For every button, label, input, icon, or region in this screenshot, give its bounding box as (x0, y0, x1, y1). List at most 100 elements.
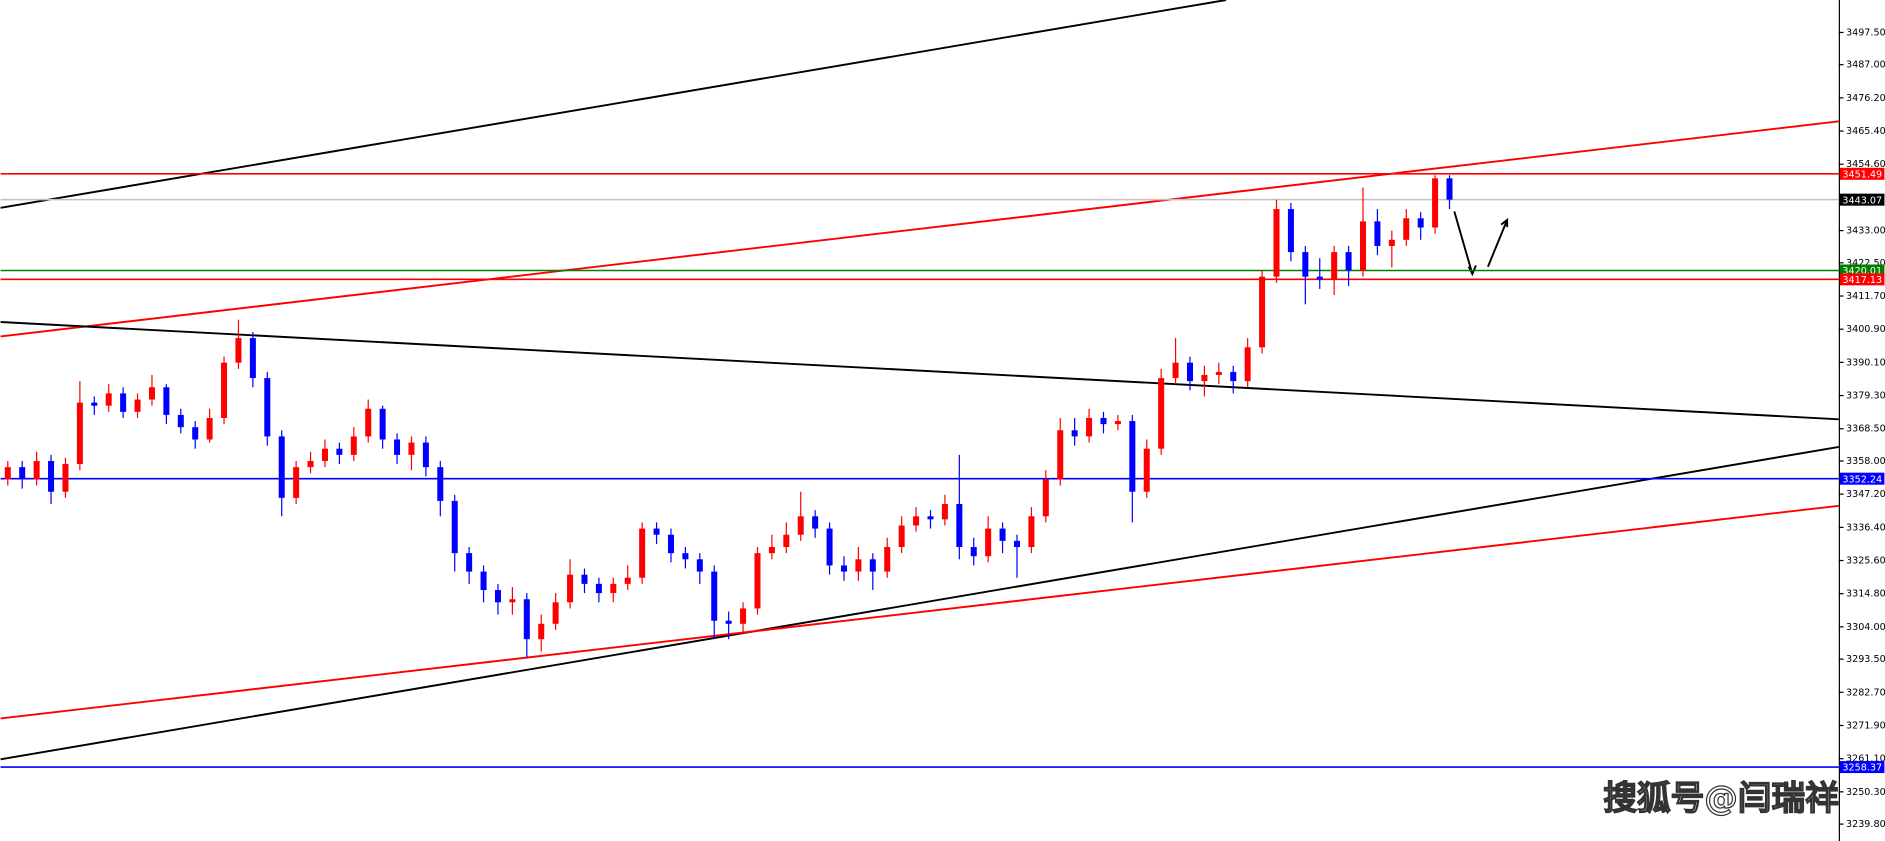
y-tick-label: 3314.80 (1846, 589, 1885, 600)
watermark: 搜狐号@闫瑞祥 (1603, 779, 1838, 818)
candle-body (148, 387, 155, 400)
candle-body (264, 378, 271, 437)
candle-body (970, 547, 977, 557)
candle-body (1086, 417, 1093, 437)
level-label: 3352.24 (1842, 474, 1882, 485)
candle-body (667, 534, 674, 554)
y-tick-label: 3497.50 (1846, 27, 1885, 38)
candle-body (1028, 516, 1035, 548)
y-tick-label: 3454.60 (1846, 159, 1885, 170)
candle-body (437, 467, 444, 501)
candle-body (336, 448, 343, 455)
candle-body (1186, 362, 1193, 382)
trendline (0, 445, 1839, 761)
trendlines (0, 0, 1839, 761)
candle-body (1374, 221, 1381, 246)
y-tick-label: 3379.30 (1846, 391, 1885, 402)
candle-body (365, 408, 372, 437)
y-tick-label: 3433.00 (1846, 226, 1885, 237)
candle-body (812, 516, 819, 529)
level-label-box (1839, 472, 1885, 485)
candle-body (307, 460, 314, 468)
candle-body (278, 436, 285, 498)
candle-body (581, 574, 588, 584)
arrow (1453, 211, 1474, 275)
level-label: 3417.13 (1842, 275, 1882, 286)
candle-body (134, 399, 141, 412)
y-tick-label: 3347.20 (1846, 489, 1885, 500)
candle-body (1100, 417, 1107, 425)
y-tick-label: 3304.00 (1846, 622, 1885, 633)
candle-body (163, 387, 170, 415)
y-tick-label: 3239.80 (1846, 819, 1885, 830)
y-tick-label: 3261.10 (1846, 754, 1885, 765)
y-tick-label: 3487.00 (1846, 60, 1885, 71)
candle-body (321, 448, 328, 461)
candle-body (1230, 371, 1237, 382)
candle-body (696, 559, 703, 572)
candle-body (1071, 430, 1078, 437)
candle-body (797, 516, 804, 535)
candle-body (408, 442, 415, 455)
arrow-head (1467, 265, 1477, 277)
candle-body (62, 464, 69, 492)
arrow (1487, 219, 1509, 268)
candle-body (595, 583, 602, 594)
candle-body (653, 528, 660, 535)
candle-body (711, 571, 718, 621)
candle-body (999, 528, 1006, 541)
candle-body (855, 559, 862, 572)
candle-body (985, 528, 992, 557)
candle-body (1403, 218, 1410, 240)
candle-body (754, 553, 761, 609)
candle-body (538, 623, 545, 640)
candle-body (1201, 374, 1208, 382)
candle-body (422, 442, 429, 468)
level-label: 3420.01 (1842, 266, 1882, 277)
y-tick-label: 3422.50 (1846, 258, 1885, 269)
candle-body (927, 516, 934, 520)
candle-body (639, 528, 646, 578)
trendline (0, 504, 1839, 720)
candle-body (120, 393, 127, 412)
y-tick-label: 3358.00 (1846, 456, 1885, 467)
candle-body (552, 602, 559, 624)
candle-body (509, 599, 516, 603)
candle-body (480, 571, 487, 591)
candle-body (249, 338, 256, 379)
candle-body (624, 577, 631, 584)
candle-body (523, 599, 530, 640)
y-tick-label: 3336.40 (1846, 522, 1885, 533)
y-tick-label: 3293.50 (1846, 654, 1885, 665)
candle-body (1417, 218, 1424, 228)
y-tick-label: 3250.30 (1846, 787, 1885, 798)
y-tick-label: 3325.60 (1846, 556, 1885, 567)
candle-body (394, 439, 401, 455)
candle-body (1259, 276, 1266, 348)
candle-body (898, 525, 905, 548)
candle-body (1143, 448, 1150, 492)
candle-body (768, 547, 775, 554)
candle-body (1172, 362, 1179, 379)
candle-body (1388, 239, 1395, 246)
candle-body (4, 467, 11, 480)
candle-body (206, 417, 213, 440)
candle-body (725, 620, 732, 624)
y-tick-label: 3282.70 (1846, 687, 1885, 698)
candle-body (826, 528, 833, 566)
candle-body (33, 460, 40, 480)
candle-body (350, 436, 357, 455)
y-tick-label: 3368.50 (1846, 424, 1885, 435)
candle-body (221, 362, 228, 418)
candle-body (1302, 252, 1309, 277)
y-tick-label: 3271.90 (1846, 720, 1885, 731)
candle-body (192, 427, 199, 440)
candle-body (105, 393, 112, 406)
candle-body (451, 500, 458, 554)
candle-body (840, 565, 847, 572)
level-label-box (1839, 273, 1885, 286)
candle-body (567, 574, 574, 603)
candle-body (379, 408, 386, 440)
